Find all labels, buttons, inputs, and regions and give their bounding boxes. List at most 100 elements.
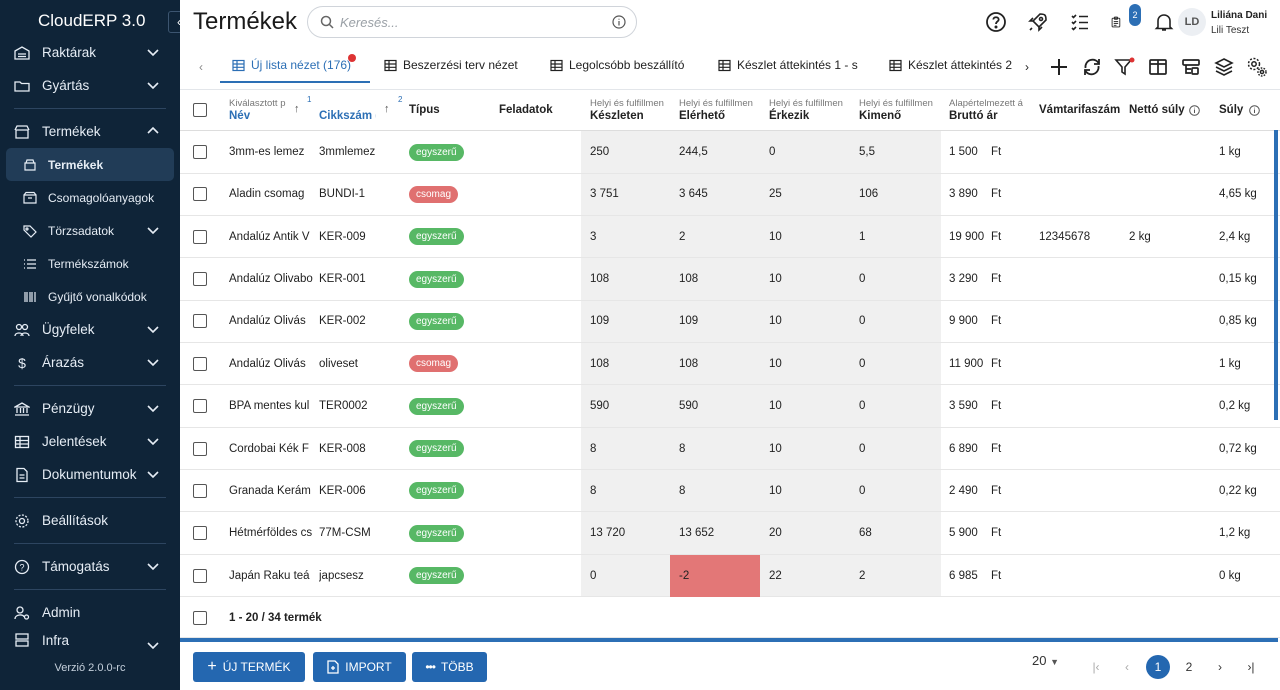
- sidebar-item-termekek[interactable]: Termékek: [0, 115, 180, 148]
- next-page-icon[interactable]: ›: [1218, 660, 1222, 674]
- table-row[interactable]: Cordobai Kék F KER-008 8 8 10 0 6 890 Ft 0,72 kg…: [180, 428, 1280, 471]
- help-icon[interactable]: [985, 11, 1007, 33]
- horizontal-scrollbar[interactable]: [180, 638, 1278, 642]
- column-header-brutto-ar[interactable]: Bruttó ár: [949, 110, 998, 122]
- clipboard-icon[interactable]: 2: [1111, 4, 1141, 33]
- sidebar-item-penzugy[interactable]: Pénzügy: [0, 392, 180, 425]
- tab-legolcsobb-beszallito[interactable]: Legolcsóbb beszállító: [550, 58, 684, 72]
- sidebar-item-raktarak[interactable]: Raktárak: [0, 36, 180, 69]
- column-header-elerheto[interactable]: Elérhető: [679, 110, 726, 122]
- column-header-vamtarifaszam[interactable]: Vámtarifaszám: [1039, 104, 1121, 116]
- cell-kimeno: 68: [859, 527, 872, 540]
- table-row[interactable]: Granada Kerám KER-006 8 8 10 0 2 490 Ft 0,22 kg e…: [180, 470, 1280, 513]
- last-page-icon[interactable]: ›|: [1247, 660, 1255, 674]
- table-row[interactable]: Andalúz Antik V KER-009 3 2 10 1 19 900 Ft 12345…: [180, 216, 1280, 259]
- row-checkbox[interactable]: [193, 512, 207, 554]
- page-2-button[interactable]: 2: [1185, 660, 1193, 674]
- sidebar-item-csomagoloanyagok[interactable]: Csomagolóanyagok: [0, 181, 180, 214]
- tab-keszlet-attekintes-1[interactable]: Készlet áttekintés 1 - s: [718, 58, 858, 72]
- column-header-netto-suly[interactable]: Nettó súly: [1129, 104, 1185, 116]
- sidebar-item-torzsadatok[interactable]: Törzsadatok: [0, 214, 180, 247]
- table-row[interactable]: BPA mentes kul TER0002 590 590 10 0 3 590 Ft 0,2…: [180, 385, 1280, 428]
- rocket-icon[interactable]: [1027, 11, 1049, 33]
- layers-icon[interactable]: [1213, 56, 1235, 78]
- view-settings-icon[interactable]: [1246, 56, 1268, 78]
- tasks-icon[interactable]: [1069, 11, 1091, 33]
- row-checkbox[interactable]: [193, 470, 207, 512]
- previous-page-icon[interactable]: ‹: [1125, 660, 1129, 674]
- cell-suly: 1,2 kg: [1219, 527, 1251, 540]
- sidebar-item-beallitasok[interactable]: Beállítások: [0, 504, 180, 537]
- select-all-checkbox[interactable]: [193, 103, 207, 117]
- info-icon[interactable]: [1189, 105, 1200, 116]
- sidebar-item-ugyfelek[interactable]: Ügyfelek: [0, 313, 180, 346]
- info-icon[interactable]: [1249, 105, 1260, 116]
- tab-uj-lista-nezet[interactable]: Új lista nézet (176): [232, 58, 351, 72]
- cell-erkezik: 10: [769, 442, 782, 455]
- new-product-button[interactable]: + ÚJ TERMÉK: [193, 652, 305, 682]
- tab-scroll-right-icon[interactable]: ›: [1025, 60, 1029, 74]
- row-checkbox[interactable]: [193, 173, 207, 215]
- filter-icon[interactable]: [1114, 56, 1136, 78]
- row-checkbox[interactable]: [193, 555, 207, 597]
- columns-icon[interactable]: [1147, 56, 1169, 78]
- import-button[interactable]: IMPORT: [313, 652, 406, 682]
- row-checkbox[interactable]: [193, 343, 207, 385]
- import-label: IMPORT: [345, 660, 392, 674]
- first-page-icon[interactable]: |‹: [1092, 660, 1100, 674]
- row-checkbox[interactable]: [193, 385, 207, 427]
- column-header-nev[interactable]: Név: [229, 110, 251, 122]
- column-header-cikkszam[interactable]: Cikkszám (: [319, 110, 376, 122]
- row-checkbox[interactable]: [193, 131, 207, 173]
- table-row[interactable]: Aladin csomag BUNDI-1 3 751 3 645 25 106 3 890…: [180, 173, 1280, 216]
- sidebar-item-gyujto-vonalkodok[interactable]: Gyűjtő vonalkódok: [0, 280, 180, 313]
- add-view-icon[interactable]: [1048, 56, 1070, 78]
- sidebar-item-admin[interactable]: Admin: [0, 596, 180, 629]
- tab-scroll-left-icon[interactable]: ‹: [199, 60, 203, 74]
- sidebar-item-termekszamok[interactable]: Termékszámok: [0, 247, 180, 280]
- more-button[interactable]: ••• TÖBB: [412, 652, 487, 682]
- cell-kimeno: 0: [859, 357, 866, 370]
- table-row[interactable]: Andalúz Olivás oliveset 108 108 10 0 11 900 Ft 1…: [180, 343, 1280, 386]
- table-row[interactable]: Andalúz Olivás KER-002 109 109 10 0 9 900 Ft 0,8…: [180, 300, 1280, 343]
- column-header-tipus[interactable]: Típus: [409, 104, 440, 116]
- cell-erkezik: 10: [769, 357, 782, 370]
- table-row[interactable]: Hétmérföldes cs 77M-CSM 13 720 13 652 20 68 5 …: [180, 512, 1280, 555]
- cell-keszleten: 3: [590, 230, 597, 243]
- sidebar-item-gyartas[interactable]: Gyártás: [0, 69, 180, 102]
- column-header-erkezik[interactable]: Érkezik: [769, 110, 810, 122]
- row-checkbox[interactable]: [193, 216, 207, 258]
- vertical-scrollbar[interactable]: [1274, 130, 1278, 420]
- table-row[interactable]: Andalúz Olivabo KER-001 108 108 10 0 3 290 Ft 0,…: [180, 258, 1280, 301]
- cell-vamtarifaszam: [1039, 470, 1124, 512]
- sort-arrow-up-icon[interactable]: ↑: [294, 103, 300, 115]
- column-header-feladatok[interactable]: Feladatok: [499, 104, 553, 116]
- table-row[interactable]: Japán Raku teá japcsesz 0 -2 22 2 6 985 Ft 0 kg e…: [180, 554, 1280, 598]
- column-header-kimeno[interactable]: Kimenő: [859, 110, 902, 122]
- column-header-keszleten[interactable]: Készleten: [590, 110, 644, 122]
- page-1-button[interactable]: 1: [1146, 655, 1170, 679]
- row-checkbox[interactable]: [193, 428, 207, 470]
- row-checkbox[interactable]: [193, 300, 207, 342]
- sidebar-item-termekek-list[interactable]: Termékek: [6, 148, 174, 181]
- page-size-select[interactable]: 20 ▼: [1032, 653, 1059, 668]
- layout-icon[interactable]: [1180, 56, 1202, 78]
- search-input[interactable]: Keresés...: [307, 6, 637, 38]
- refresh-icon[interactable]: [1081, 56, 1103, 78]
- sidebar-item-tamogatas[interactable]: ? Támogatás: [0, 550, 180, 583]
- sidebar-item-jelentesek[interactable]: Jelentések: [0, 425, 180, 458]
- table-footer: 1 - 20 / 34 termék: [180, 597, 1280, 638]
- tab-keszlet-attekintes-2[interactable]: Készlet áttekintés 2: [889, 58, 1014, 72]
- sort-arrow-up-icon[interactable]: ↑: [384, 103, 390, 115]
- avatar[interactable]: LD: [1178, 8, 1206, 36]
- column-header-suly[interactable]: Súly: [1219, 104, 1244, 116]
- bell-icon[interactable]: [1153, 11, 1175, 33]
- tab-beszerzesi-terv[interactable]: Beszerzési terv nézet: [384, 58, 518, 72]
- footer-checkbox[interactable]: [193, 597, 207, 638]
- sidebar-item-dokumentumok[interactable]: Dokumentumok: [0, 458, 180, 491]
- sidebar-item-infra[interactable]: Infra: [0, 629, 180, 651]
- row-checkbox[interactable]: [193, 258, 207, 300]
- table-row[interactable]: 3mm-es lemez 3mmlemez 250 244,5 0 5,5 1 500 Ft 1…: [180, 131, 1280, 174]
- sidebar-item-arazas[interactable]: $ Árazás: [0, 346, 180, 379]
- info-icon[interactable]: [612, 15, 626, 29]
